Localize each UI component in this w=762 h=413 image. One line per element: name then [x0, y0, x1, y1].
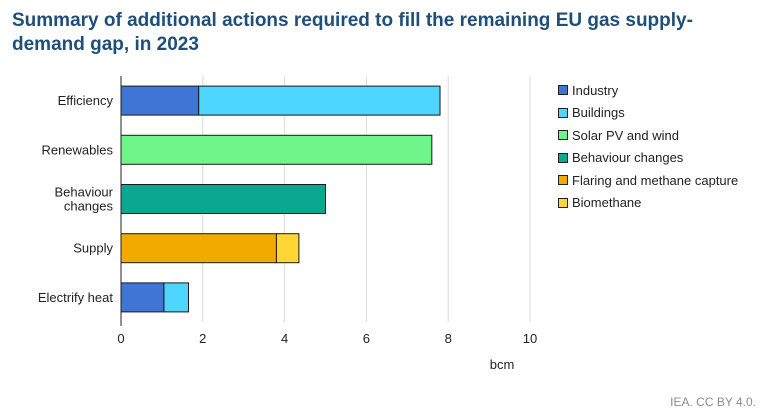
legend-label: Behaviour changes [572, 150, 684, 166]
x-tick-label: 10 [523, 331, 537, 346]
legend-item: Solar PV and wind [558, 124, 738, 147]
x-axis-label: bcm [490, 357, 515, 372]
category-label: Renewables [41, 142, 113, 157]
legend-item: Behaviour changes [558, 147, 738, 170]
legend-label: Solar PV and wind [572, 127, 679, 143]
legend-swatch [558, 107, 568, 118]
legend-item: Industry [558, 79, 738, 102]
source-note: IEA. CC BY 4.0. [670, 395, 756, 409]
legend-swatch [558, 152, 568, 163]
chart-title: Summary of additional actions required t… [12, 10, 693, 55]
legend-swatch [558, 130, 568, 141]
x-tick-label: 2 [199, 331, 206, 346]
category-label: Supply [73, 241, 113, 256]
category-label: Electrify heat [38, 290, 114, 305]
bar-segment [275, 233, 300, 264]
chart-legend: Industry Buildings Solar PV and wind Behavi… [558, 79, 738, 214]
category-label: Efficiency [58, 93, 114, 108]
legend-swatch [558, 85, 568, 96]
legend-item: Buildings [558, 102, 738, 125]
category-label: Behaviour [54, 185, 113, 200]
legend-label: Biomethane [572, 195, 642, 211]
x-tick-label: 4 [281, 331, 288, 346]
category-label: changes [64, 199, 114, 214]
bar-segment [120, 134, 433, 165]
legend-label: Flaring and methane capture [572, 172, 739, 188]
bar-segment [120, 85, 200, 116]
legend-swatch [558, 175, 568, 186]
bar-segment [120, 184, 326, 214]
legend-swatch [558, 197, 568, 208]
bar-segment [120, 233, 277, 264]
bar-segment [198, 85, 441, 116]
legend-item: Biomethane [558, 192, 738, 215]
x-tick-label: 8 [445, 331, 452, 346]
x-tick-label: 0 [117, 331, 124, 346]
x-tick-label: 6 [363, 331, 370, 346]
legend-label: Buildings [572, 105, 625, 121]
legend-label: Industry [572, 82, 619, 98]
bar-segment [163, 282, 189, 313]
bar-segment [120, 282, 165, 313]
legend-item: Flaring and methane capture [558, 169, 738, 192]
